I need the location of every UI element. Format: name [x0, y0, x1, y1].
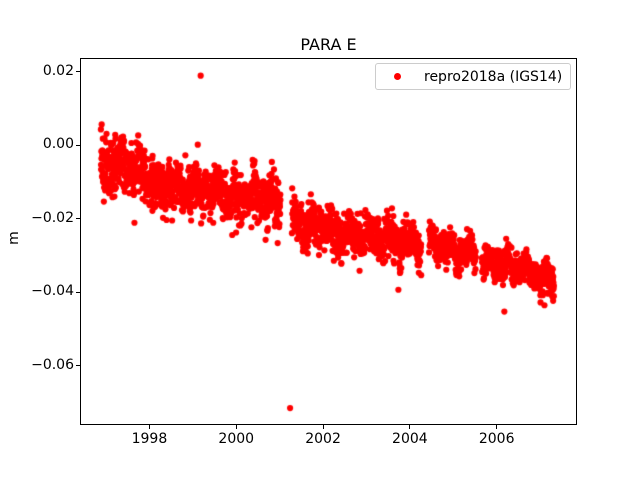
y-tick-mark: [76, 71, 80, 73]
y-tick-mark: [76, 365, 80, 367]
chart-title: PARA E: [300, 35, 357, 54]
y-tick-mark: [76, 144, 80, 146]
x-tick-label: 2004: [392, 431, 428, 447]
x-tick-label: 2006: [478, 431, 515, 447]
x-tick-label: 2000: [218, 431, 255, 447]
y-tick-label: 0.00: [42, 136, 74, 153]
x-tick-mark: [409, 425, 411, 429]
x-tick-mark: [148, 425, 150, 429]
legend-series-label: repro2018a (IGS14): [424, 68, 563, 85]
y-tick-mark: [76, 291, 80, 293]
y-tick-label: 0.02: [42, 62, 74, 79]
y-tick-mark: [76, 218, 80, 220]
x-tick-label: 2002: [305, 431, 341, 447]
x-tick-label: 1998: [131, 431, 168, 447]
x-tick-mark: [235, 425, 237, 429]
y-tick-label: −0.02: [31, 209, 74, 226]
x-tick-mark: [496, 425, 498, 429]
y-tick-label: −0.04: [31, 283, 74, 300]
x-tick-mark: [322, 425, 324, 429]
legend: repro2018a (IGS14): [375, 63, 571, 90]
legend-marker-dot-icon: [394, 73, 401, 80]
y-tick-label: −0.06: [31, 356, 74, 373]
